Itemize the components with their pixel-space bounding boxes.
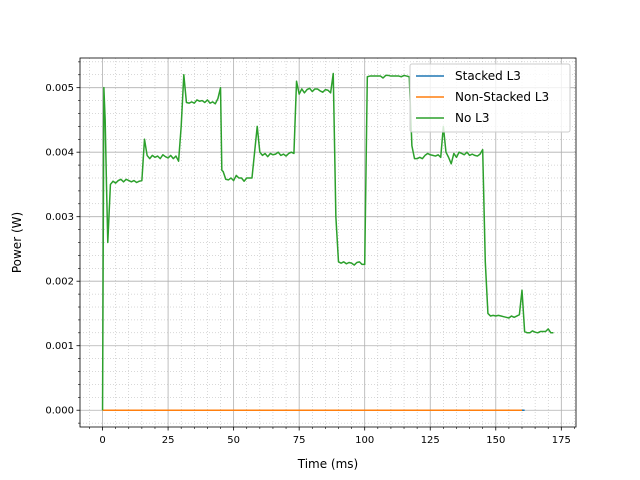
series-line-no-l3: [101, 72, 554, 411]
x-tick-label: 125: [421, 435, 440, 446]
legend-box: [409, 63, 571, 133]
legend-label-non-stacked-l3: Non-Stacked L3: [455, 90, 549, 104]
legend: Stacked L3 Non-Stacked L3 No L3: [409, 63, 571, 133]
x-tick-label: 150: [486, 435, 505, 446]
y-tick-label: 0.000: [45, 406, 74, 417]
x-tick-label: 75: [293, 435, 306, 446]
x-axis-label: Time (ms): [297, 457, 359, 471]
y-tick-label: 0.003: [45, 212, 74, 223]
y-tick-label: 0.001: [45, 341, 74, 352]
y-axis-label: Power (W): [10, 212, 24, 273]
x-tick-label: 25: [162, 435, 175, 446]
x-tick-label: 0: [99, 435, 105, 446]
y-tick-label: 0.002: [45, 277, 74, 288]
x-tick-label: 50: [227, 435, 240, 446]
x-tick-label: 175: [552, 435, 571, 446]
legend-label-no-l3: No L3: [455, 111, 489, 125]
axis-ticks: 0 25 50 75 100 125 150 175 0.000 0.001 0.002 0.003 0…: [45, 61, 575, 446]
legend-label-stacked-l3: Stacked L3: [455, 69, 521, 83]
x-tick-label: 100: [355, 435, 374, 446]
y-tick-label: 0.005: [45, 83, 74, 94]
y-tick-label: 0.004: [45, 148, 74, 159]
series-layer: [101, 72, 554, 411]
